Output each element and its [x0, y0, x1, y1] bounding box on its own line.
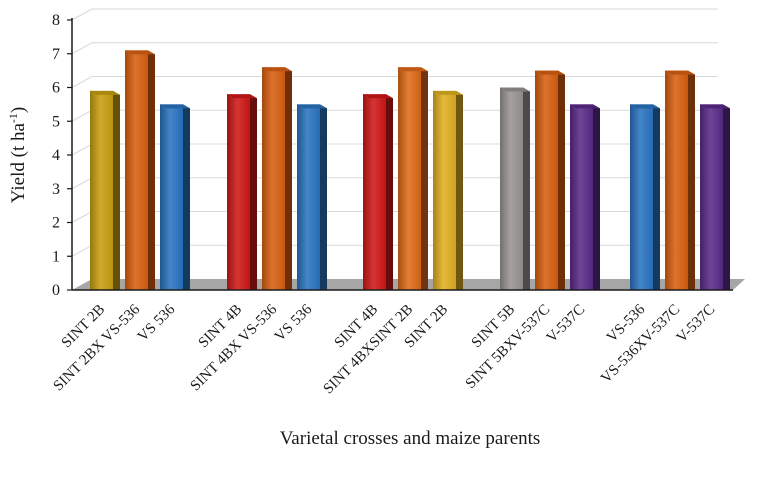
bar-top: [398, 67, 428, 72]
bar-front: [535, 70, 558, 290]
bar-top: [363, 94, 393, 99]
bar-top: [262, 67, 292, 72]
bar-front: [570, 104, 593, 290]
bar-side: [148, 50, 155, 290]
bar-top: [227, 94, 257, 99]
bar-top: [433, 90, 463, 95]
bar-side: [653, 104, 660, 290]
bar: [535, 70, 565, 290]
bar-side: [456, 90, 463, 290]
category-label: VS 536: [272, 301, 316, 345]
y-tick-label: 8: [52, 12, 60, 29]
bar-front: [398, 67, 421, 290]
bar-side: [723, 104, 730, 290]
bar-side: [688, 70, 695, 290]
bar-top: [160, 104, 190, 109]
y-axis-title-main: Yield (t ha: [8, 122, 29, 203]
bar-top: [125, 50, 155, 55]
bar-front: [665, 70, 688, 290]
bar: [227, 94, 257, 290]
gridline: [71, 42, 718, 55]
axes: 0 1 2 3 4 5 6 7 8: [52, 12, 733, 299]
bar-front: [500, 87, 523, 290]
y-tick-label: 3: [52, 181, 60, 198]
bar: [398, 67, 428, 290]
bar-side: [558, 70, 565, 290]
y-axis-title-close: ): [8, 107, 29, 113]
bars: [90, 50, 730, 290]
bar: [700, 104, 730, 290]
bar-front: [363, 94, 386, 290]
bar-top: [297, 104, 327, 109]
bar-top: [500, 87, 530, 92]
bar-side: [285, 67, 292, 290]
bar-side: [113, 90, 120, 290]
bar-front: [160, 104, 183, 290]
bar-front: [262, 67, 285, 290]
bar-top: [535, 70, 565, 75]
category-label: V-537C: [674, 302, 719, 347]
y-tick-label: 4: [52, 147, 60, 164]
bar-top: [630, 104, 660, 109]
bar: [665, 70, 695, 290]
bar-side: [250, 94, 257, 290]
category-label: VS 536: [135, 301, 179, 345]
category-label: V-537C: [544, 302, 589, 347]
bar: [262, 67, 292, 290]
bar-front: [227, 94, 250, 290]
y-tick-label: 6: [52, 80, 60, 97]
y-tick-label: 5: [52, 113, 60, 130]
bar-front: [90, 90, 113, 290]
bar: [433, 90, 463, 290]
bar-side: [386, 94, 393, 290]
y-tick-label: 2: [52, 215, 60, 232]
bar: [500, 87, 530, 290]
bar: [297, 104, 327, 290]
bar-side: [523, 87, 530, 290]
y-tick-label: 0: [52, 282, 60, 299]
y-axis-title-sup: -1: [6, 113, 20, 123]
bar-top: [570, 104, 600, 109]
x-axis-title: Varietal crosses and maize parents: [280, 428, 541, 449]
bar: [125, 50, 155, 290]
bar-front: [433, 90, 456, 290]
bar-side: [320, 104, 327, 290]
bar-side: [183, 104, 190, 290]
bar-front: [630, 104, 653, 290]
bar-side: [593, 104, 600, 290]
bar-side: [421, 67, 428, 290]
bar: [630, 104, 660, 290]
bar-front: [125, 50, 148, 290]
bar: [570, 104, 600, 290]
bar-top: [90, 90, 120, 95]
gridline: [71, 8, 718, 21]
y-tick-label: 1: [52, 248, 60, 265]
bar-front: [297, 104, 320, 290]
y-axis-title: Yield (t ha-1): [6, 107, 29, 204]
bar-top: [665, 70, 695, 75]
bar-top: [700, 104, 730, 109]
y-tick-label: 7: [52, 46, 60, 63]
bar: [160, 104, 190, 290]
bar-front: [700, 104, 723, 290]
bar: [363, 94, 393, 290]
bar: [90, 90, 120, 290]
gridline: [71, 76, 718, 88]
